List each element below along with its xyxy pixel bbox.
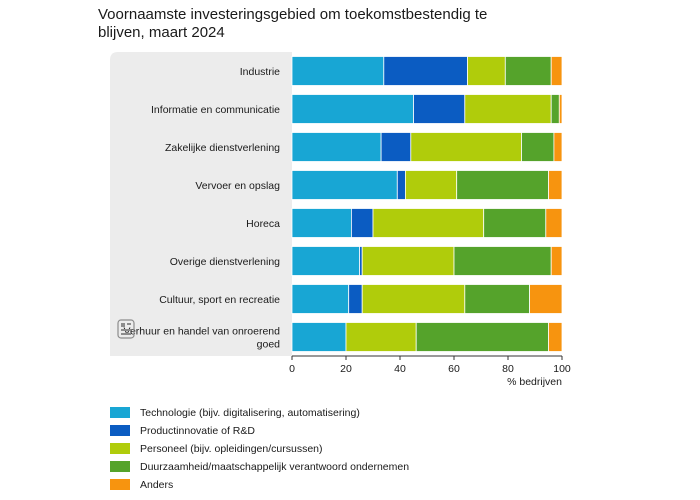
bar-segment (291, 132, 382, 162)
category-label: Horeca (246, 218, 280, 230)
bar-segment (291, 56, 385, 86)
bar-segment (550, 94, 560, 124)
category-label: Informatie en communicatie (151, 104, 280, 116)
bar-segment (361, 246, 455, 276)
bar-segment (291, 284, 350, 314)
bar-segment (467, 56, 506, 86)
bar-segment (372, 208, 485, 238)
bar-segment (291, 246, 360, 276)
legend-label: Duurzaamheid/maatschappelijk verantwoord… (140, 461, 409, 473)
bar-segment (464, 284, 530, 314)
legend-label: Anders (140, 479, 173, 491)
x-tick-label: 20 (340, 363, 352, 375)
bar-segment (291, 208, 352, 238)
x-tick-label: 0 (289, 363, 295, 375)
x-tick-label: 100 (553, 363, 571, 375)
category-label: Cultuur, sport en recreatie (159, 294, 280, 306)
legend-swatch (110, 407, 130, 418)
legend-swatch (110, 461, 130, 472)
bar-segment (464, 94, 552, 124)
bar-segment (291, 170, 398, 200)
category-label: Overige dienstverlening (170, 256, 280, 268)
bar-segment (404, 170, 458, 200)
category-label: Verhuur en handel van onroerend goed (124, 326, 281, 351)
cbs-logo-icon (117, 319, 135, 339)
category-label: Vervoer en opslag (195, 180, 280, 192)
bar-segment (359, 246, 363, 276)
bar-segment (548, 170, 563, 200)
bar-segment (396, 170, 406, 200)
x-tick-label: 80 (502, 363, 514, 375)
bar-segment (345, 322, 417, 352)
bar-segment (548, 322, 563, 352)
bar-segment (383, 56, 468, 86)
bar-segment (453, 246, 552, 276)
bar-segment (456, 170, 549, 200)
x-tick-label: 60 (448, 363, 460, 375)
bar-segment (291, 94, 414, 124)
bar-segment (550, 246, 563, 276)
bar-segment (483, 208, 547, 238)
legend-swatch (110, 443, 130, 454)
bar-segment (413, 94, 466, 124)
bar-segment (291, 322, 347, 352)
legend-label: Productinnovatie of R&D (140, 425, 255, 437)
bar-segment (361, 284, 466, 314)
legend-swatch (110, 425, 130, 436)
chart-title: Voornaamste investeringsgebied om toekom… (98, 6, 488, 41)
bar-segment (545, 208, 563, 238)
bar-segment (529, 284, 563, 314)
category-label: Industrie (240, 66, 280, 78)
x-axis-label: % bedrijven (507, 376, 562, 388)
label-panel-background (110, 52, 292, 356)
bar-segment (553, 132, 563, 162)
legend-swatch (110, 479, 130, 490)
bar-segment (410, 132, 522, 162)
x-tick-label: 40 (394, 363, 406, 375)
bar-segment (380, 132, 412, 162)
bar-segment (558, 94, 563, 124)
legend-label: Personeel (bijv. opleidingen/cursussen) (140, 443, 323, 455)
bar-segment (550, 56, 563, 86)
bar-segment (348, 284, 363, 314)
bar-segment (415, 322, 549, 352)
bar-segment (521, 132, 555, 162)
legend-label: Technologie (bijv. digitalisering, autom… (140, 407, 360, 419)
category-label: Zakelijke dienstverlening (165, 142, 280, 154)
bar-segment (350, 208, 374, 238)
bar-segment (504, 56, 552, 86)
